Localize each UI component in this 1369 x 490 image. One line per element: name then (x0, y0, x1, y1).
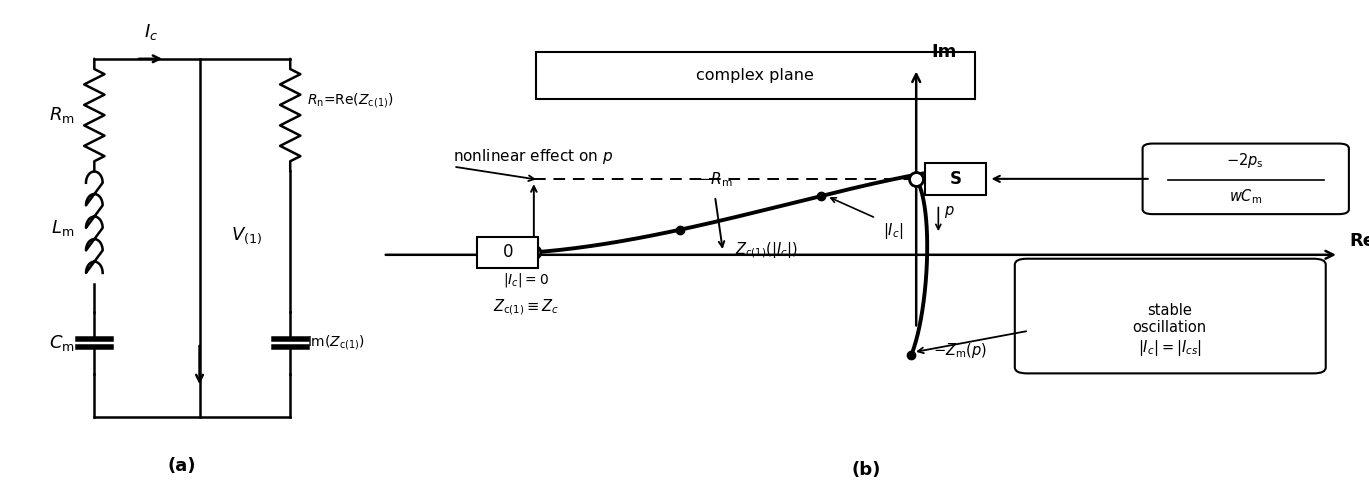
Text: nonlinear effect on $p$: nonlinear effect on $p$ (453, 147, 613, 166)
Text: (a): (a) (167, 457, 196, 474)
Text: Re: Re (1348, 232, 1369, 250)
Text: $p$: $p$ (945, 204, 956, 220)
Text: $Z_\mathrm{c(1)}(|I_c|)$: $Z_\mathrm{c(1)}(|I_c|)$ (735, 240, 798, 260)
Text: $L_\mathrm{m}$: $L_\mathrm{m}$ (51, 218, 74, 238)
Text: $C_\mathrm{m}$: $C_\mathrm{m}$ (49, 333, 74, 353)
Text: $-Z_\mathrm{m}(p)$: $-Z_\mathrm{m}(p)$ (934, 341, 987, 360)
Text: Im($Z_\mathrm{c(1)}$): Im($Z_\mathrm{c(1)}$) (307, 334, 364, 352)
Text: $R_\mathrm{m}$: $R_\mathrm{m}$ (49, 105, 74, 125)
FancyBboxPatch shape (535, 52, 975, 99)
Text: Im: Im (931, 43, 957, 61)
Text: stable
oscillation
$|I_c|=|I_{cs}|$: stable oscillation $|I_c|=|I_{cs}|$ (1132, 303, 1207, 358)
FancyBboxPatch shape (478, 237, 538, 268)
FancyBboxPatch shape (925, 163, 986, 195)
Text: S: S (950, 170, 961, 188)
Text: $|I_c|=0$: $|I_c|=0$ (502, 271, 549, 289)
FancyBboxPatch shape (1143, 144, 1348, 214)
Text: $-R_\mathrm{m}$: $-R_\mathrm{m}$ (698, 170, 732, 189)
Text: $R_\mathrm{n}$=Re($Z_\mathrm{c(1)}$): $R_\mathrm{n}$=Re($Z_\mathrm{c(1)}$) (307, 91, 393, 110)
Text: $Z_\mathrm{c(1)}\equiv Z_c$: $Z_\mathrm{c(1)}\equiv Z_c$ (493, 297, 559, 317)
Text: $-2p_\mathrm{s}$: $-2p_\mathrm{s}$ (1227, 151, 1264, 170)
Text: (b): (b) (852, 462, 880, 479)
Text: $V_{(1)}$: $V_{(1)}$ (231, 225, 263, 245)
Text: $|I_c|$: $|I_c|$ (883, 220, 904, 241)
Text: complex plane: complex plane (697, 69, 815, 83)
Text: $wC_\mathrm{m}$: $wC_\mathrm{m}$ (1228, 188, 1262, 206)
Text: $I_c$: $I_c$ (144, 22, 157, 42)
FancyBboxPatch shape (1014, 259, 1325, 373)
Text: 0: 0 (502, 244, 513, 261)
